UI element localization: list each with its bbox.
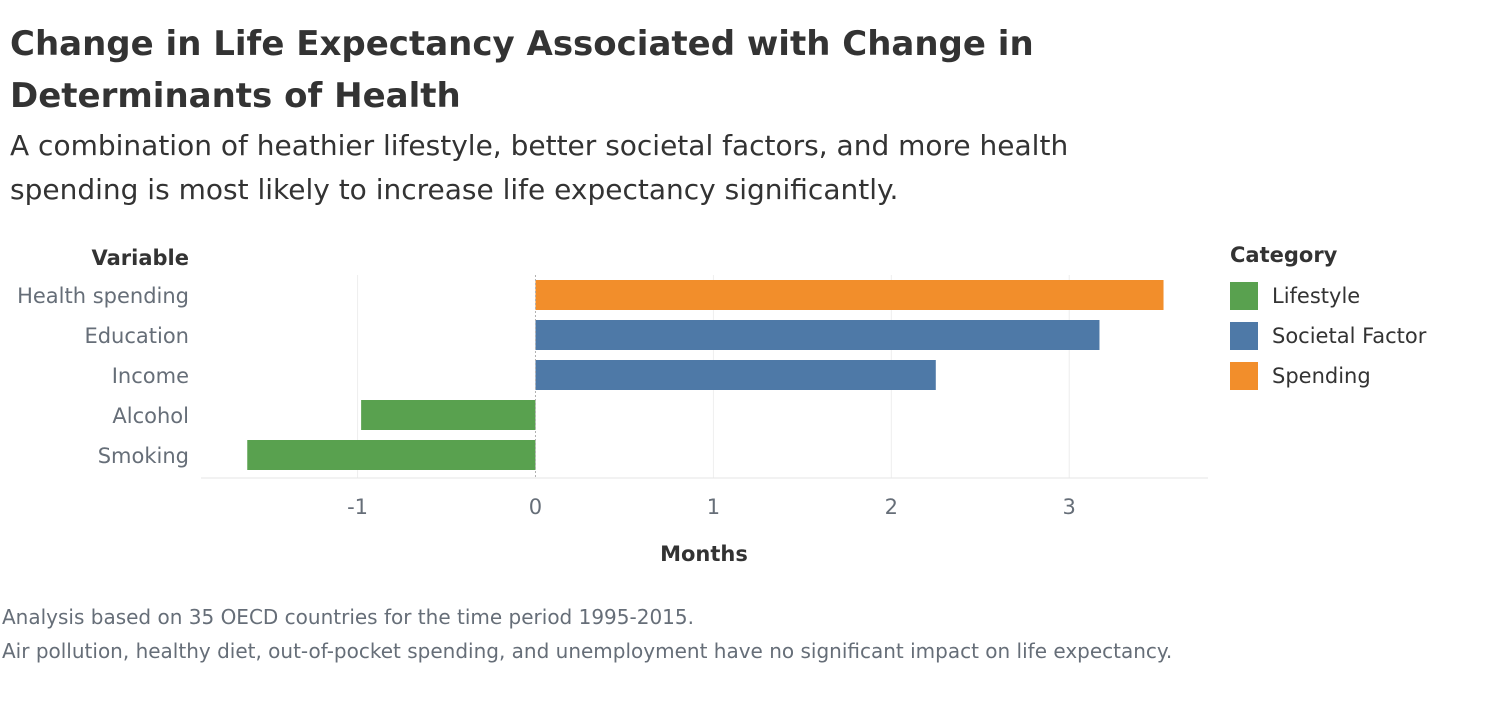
legend-label: Lifestyle [1272,284,1361,308]
footnote-line: Analysis based on 35 OECD countries for … [2,605,694,629]
category-label: Alcohol [112,404,189,428]
footnote: Analysis based on 35 OECD countries for … [2,600,1202,668]
category-label: Smoking [98,444,189,468]
bar-education [535,320,1100,350]
legend: Category Lifestyle Societal Factor Spend… [1230,240,1426,396]
category-label: Income [112,364,189,388]
category-label: Health spending [17,284,189,308]
legend-item-societal-factor[interactable]: Societal Factor [1230,316,1426,356]
legend-title: Category [1230,243,1338,267]
category-labels: Health spending Education Income Alcohol Smo… [17,284,189,468]
chart-subtitle: A combination of heathier lifestyle, bet… [10,129,1069,206]
bar-health-spending [535,280,1164,310]
legend-label: Spending [1272,364,1371,388]
bar-income [535,360,936,390]
x-tick-label: 3 [1063,495,1076,519]
category-label: Education [84,324,189,348]
legend-item-spending[interactable]: Spending [1230,356,1426,396]
legend-swatch-societal-factor [1230,322,1258,350]
footnote-line: Air pollution, healthy diet, out-of-pock… [2,639,1173,663]
legend-swatch-lifestyle [1230,282,1258,310]
x-axis-label: Months [660,542,748,566]
legend-label: Societal Factor [1272,324,1427,348]
legend-swatch-spending [1230,362,1258,390]
row-header: Variable [92,246,189,270]
bar-chart: Variable Health spending Education Income A… [17,246,1208,566]
legend-item-lifestyle[interactable]: Lifestyle [1230,276,1426,316]
bar-alcohol [361,400,536,430]
bar-smoking [247,440,536,470]
chart-title: Change in Life Expectancy Associated wit… [10,24,1034,116]
x-tick-label: 2 [885,495,898,519]
x-tick-label: 0 [529,495,542,519]
x-tick-label: 1 [707,495,720,519]
x-tick-labels: -1 0 1 2 3 [347,495,1076,519]
x-tick-label: -1 [347,495,368,519]
bars [247,275,1164,478]
